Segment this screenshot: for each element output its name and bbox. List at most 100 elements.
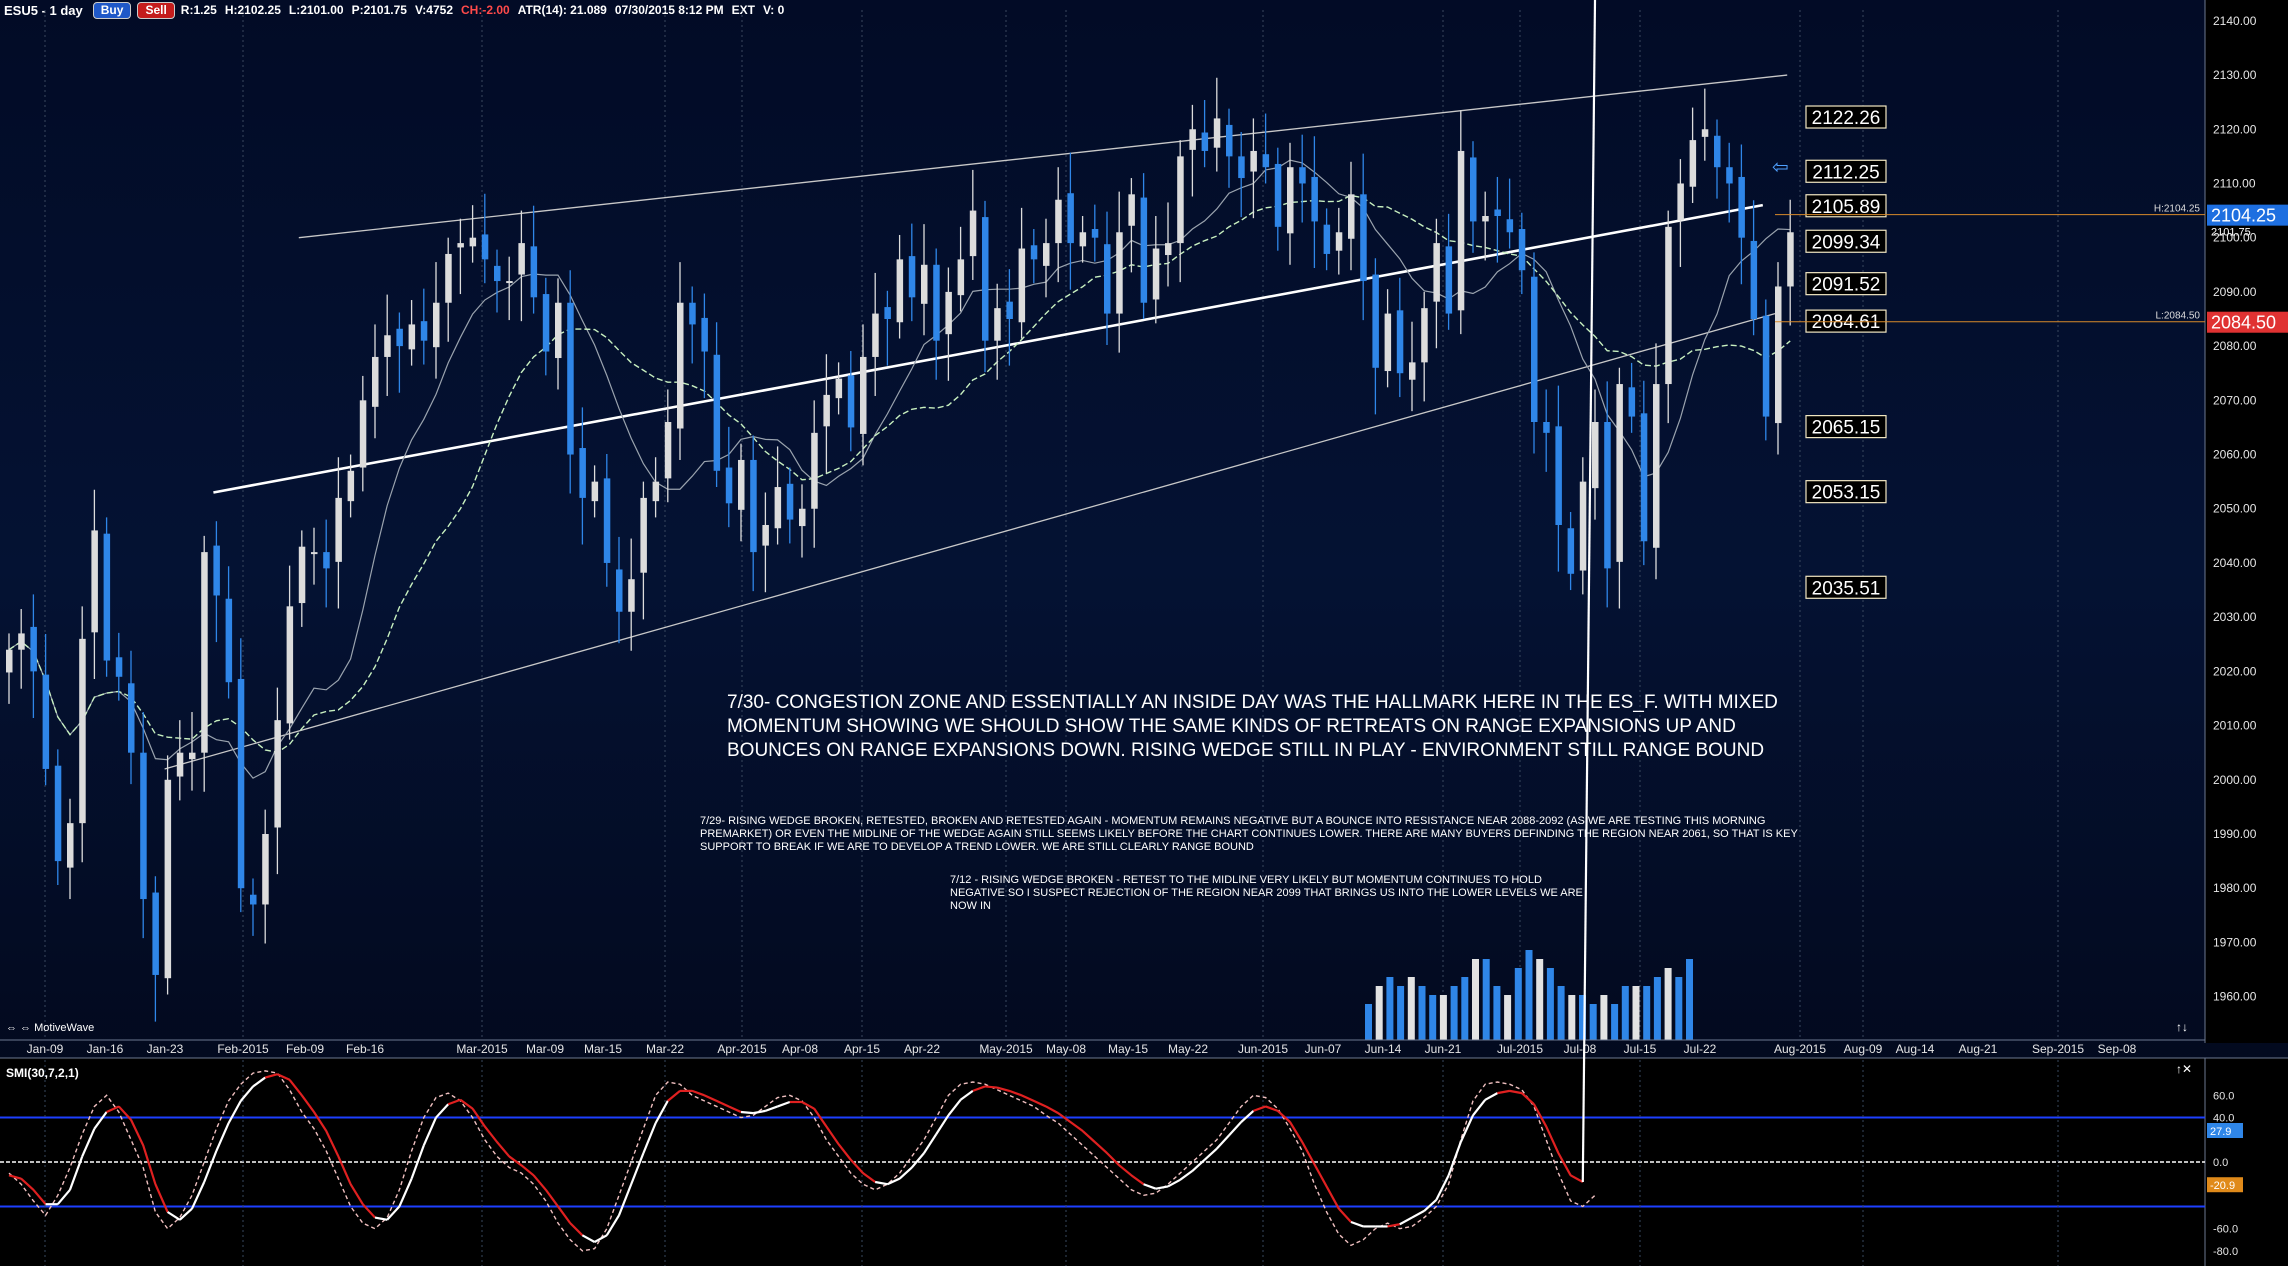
volume-bar xyxy=(1482,959,1490,1040)
y-tick-label: 2140.00 xyxy=(2213,14,2257,28)
level-box xyxy=(1805,575,1887,599)
level-label: 2091.52 xyxy=(1812,275,1881,296)
smi-main-segment xyxy=(130,1119,145,1146)
moving-averages xyxy=(8,159,1791,779)
candle-body xyxy=(677,302,684,429)
level-box xyxy=(1805,229,1887,253)
smi-main-segment xyxy=(862,1172,876,1183)
scroll-arrows-icon[interactable]: ↑↓ xyxy=(2176,1020,2188,1034)
x-tick-label: Mar-22 xyxy=(646,1042,684,1056)
candle-body xyxy=(640,497,647,573)
smi-main-segment xyxy=(569,1222,584,1237)
candle-body xyxy=(42,674,50,769)
smi-main-segment xyxy=(1399,1216,1413,1226)
level-box xyxy=(1805,415,1887,439)
x-tick-label: Feb-16 xyxy=(346,1042,384,1056)
smi-main-segment xyxy=(740,1110,754,1115)
candle-body xyxy=(1653,384,1660,548)
candle-body xyxy=(1335,232,1343,251)
x-tick-label: Sep-08 xyxy=(2098,1042,2137,1056)
y-tick-label: 1970.00 xyxy=(2213,935,2257,949)
candle-body xyxy=(30,626,37,672)
smi-main-segment xyxy=(422,1117,438,1146)
symbol-label[interactable]: ESU5 - 1 day xyxy=(4,2,83,18)
smi-main-segment xyxy=(1459,1114,1475,1143)
smi-main-segment xyxy=(386,1205,401,1221)
candle-body xyxy=(774,487,782,529)
candle-body xyxy=(579,448,586,498)
change-value: CH:-2.00 xyxy=(461,3,510,17)
buy-button[interactable]: Buy xyxy=(92,1,132,19)
level-arrow-icon: ⇦ xyxy=(1772,155,1789,179)
candle-body xyxy=(176,752,184,777)
smi-main-segment xyxy=(1472,1099,1487,1117)
smi-main-segment xyxy=(459,1098,474,1110)
candle-body xyxy=(433,302,440,348)
candle-body xyxy=(1396,310,1404,374)
level-box xyxy=(1805,309,1887,333)
candle-body xyxy=(311,552,318,555)
candle-body xyxy=(530,246,538,298)
level-box xyxy=(1805,194,1887,218)
x-tick-label: Apr-2015 xyxy=(717,1042,767,1056)
y-tick-label: 2080.00 xyxy=(2213,339,2257,353)
candle-body xyxy=(1006,301,1013,319)
y-tick-label: 2060.00 xyxy=(2213,448,2257,462)
candle-body xyxy=(1628,387,1636,417)
x-tick-label: May-22 xyxy=(1168,1042,1208,1056)
candle-body xyxy=(1494,209,1501,216)
brand-label: ⇔ ⇔ MotiveWave xyxy=(6,1022,94,1034)
low-price-box xyxy=(2207,311,2288,333)
smi-main-segment xyxy=(325,1130,340,1157)
smi-main-segment xyxy=(691,1089,705,1097)
candle-body xyxy=(1714,135,1721,168)
candle-body xyxy=(1592,422,1599,489)
candle-body xyxy=(652,481,660,502)
candle-body xyxy=(1689,140,1697,187)
candle-body xyxy=(1201,132,1209,151)
candle-body xyxy=(933,264,940,341)
candle-body xyxy=(494,265,501,282)
sell-button[interactable]: Sell xyxy=(137,1,175,19)
candle-body xyxy=(103,533,111,661)
candle-body xyxy=(1445,246,1453,314)
candle-body xyxy=(67,823,74,868)
x-tick-label: Apr-15 xyxy=(844,1042,880,1056)
smi-main-segment xyxy=(8,1174,22,1180)
smi-main-segment xyxy=(1240,1110,1255,1123)
y-tick-label: 2030.00 xyxy=(2213,610,2257,624)
volume-bar xyxy=(1643,986,1651,1040)
volume-bar xyxy=(1664,968,1672,1040)
smi-main-segment xyxy=(1277,1110,1291,1123)
smi-main-segment xyxy=(605,1214,620,1236)
candle-body xyxy=(140,752,147,900)
volume-value: V:4752 xyxy=(414,3,454,17)
candle-body xyxy=(1067,193,1074,244)
candle-body xyxy=(1238,156,1245,179)
smi-main-segment xyxy=(1106,1152,1120,1167)
smi-main-segment xyxy=(1313,1163,1328,1187)
level-label: 2084.61 xyxy=(1812,312,1881,333)
volume-bar xyxy=(1407,977,1415,1040)
candle-body xyxy=(1384,313,1392,372)
smi-tick-label: 40.0 xyxy=(2213,1113,2234,1125)
smi-main-segment xyxy=(1069,1121,1084,1132)
x-tick-label: Aug-2015 xyxy=(1774,1042,1826,1056)
candle-body xyxy=(1567,528,1575,574)
candle-body xyxy=(1091,229,1099,238)
x-tick-label: Mar-2015 xyxy=(456,1042,508,1056)
smi-main-segment xyxy=(56,1189,71,1205)
nav-arrows-icon[interactable]: ⇔ ⇔ xyxy=(6,1022,35,1034)
candle-body xyxy=(237,678,245,889)
smi-main-segment xyxy=(1570,1174,1584,1183)
x-tick-label: Jun-2015 xyxy=(1238,1042,1288,1056)
smi-main-segment xyxy=(753,1109,766,1115)
level-label: 2105.89 xyxy=(1812,197,1881,218)
smi-main-segment xyxy=(716,1099,730,1108)
candle-body xyxy=(982,217,989,341)
candle-body xyxy=(286,606,294,724)
smi-main-segment xyxy=(154,1183,169,1213)
panel-controls-icon[interactable]: ↑✕ xyxy=(2176,1062,2193,1076)
smi-tick-label: 0.0 xyxy=(2213,1157,2228,1169)
